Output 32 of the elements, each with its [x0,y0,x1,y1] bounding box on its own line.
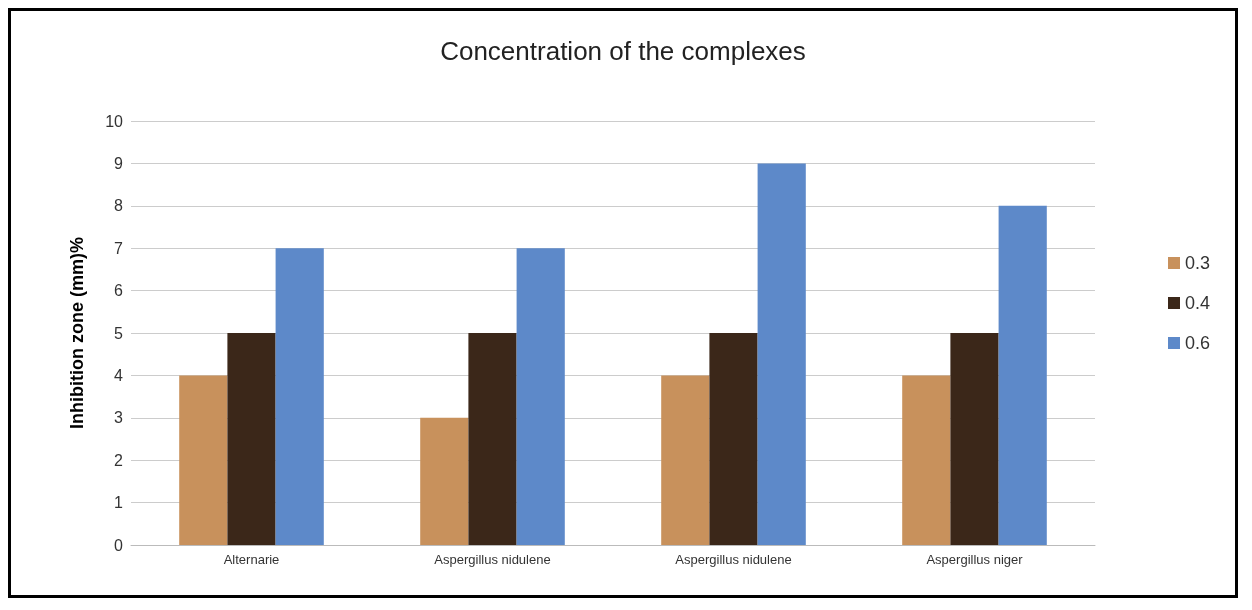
x-tick-label: Alternarie [223,552,280,567]
x-tick-label: Aspergillus niger [926,552,1024,567]
y-tick-label: 5 [114,324,124,342]
bar [179,375,228,545]
y-tick-label: 4 [114,366,124,384]
x-tick-label: Aspergillus nidulene [434,552,551,567]
y-tick-label: 6 [114,282,124,300]
legend-label: 0.6 [1184,333,1211,353]
y-tick-label: 0 [114,536,124,554]
y-tick-label: 2 [114,451,124,469]
y-tick-label: 7 [114,239,124,257]
chart-title: Concentration of the complexes [440,36,806,66]
y-tick-label: 3 [114,409,124,427]
bar [757,163,806,545]
legend-label: 0.3 [1184,253,1211,273]
bar [998,205,1047,545]
x-tick-label: Aspergillus nidulene [675,552,792,567]
bar [950,333,999,545]
bar [420,417,469,545]
y-axis-title: Inhibition zone (mm)% [67,237,87,429]
bar [516,248,565,545]
bar [661,375,710,545]
bar [275,248,324,545]
bar [709,333,758,545]
y-tick-label: 9 [114,154,124,172]
bar [227,333,276,545]
y-tick-label: 8 [114,197,124,215]
bar [902,375,951,545]
bar [468,333,517,545]
legend-label: 0.4 [1184,293,1211,313]
y-tick-label: 10 [105,112,124,130]
y-tick-label: 1 [114,494,124,512]
